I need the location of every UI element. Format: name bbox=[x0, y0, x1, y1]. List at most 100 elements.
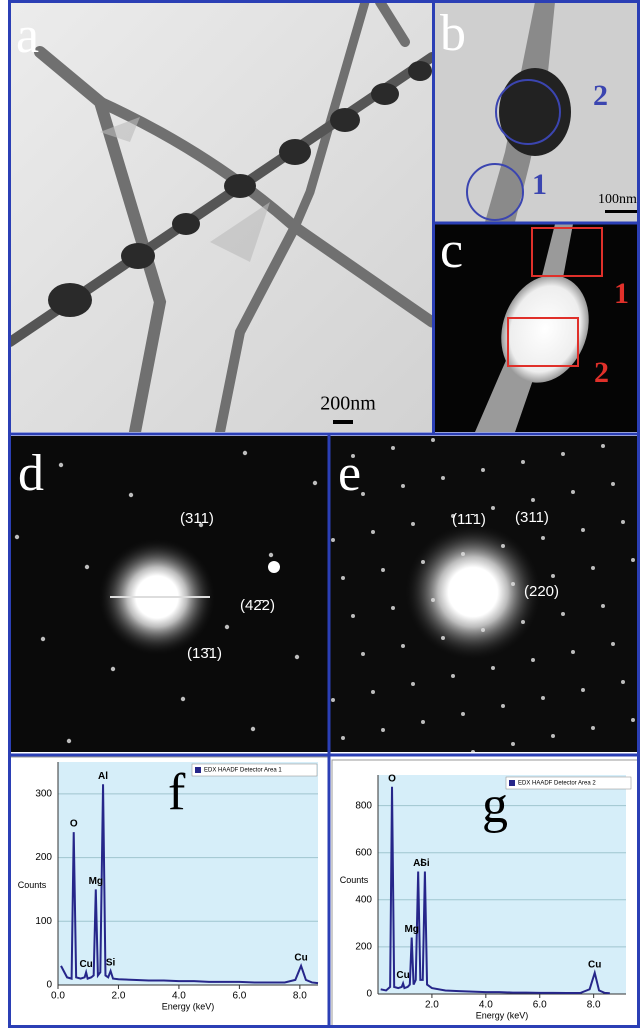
diffraction-spot bbox=[441, 636, 445, 640]
diffraction-spot bbox=[621, 520, 625, 524]
diffraction-spot bbox=[251, 727, 255, 731]
diffraction-spot bbox=[611, 482, 615, 486]
marker: 1 bbox=[614, 277, 629, 310]
x-tick-label: 4.0 bbox=[172, 991, 186, 1002]
diffraction-spot bbox=[225, 625, 229, 629]
legend-label: EDX HAADF Detector Area 2 bbox=[518, 781, 596, 787]
diffraction-spot bbox=[631, 558, 635, 562]
diffraction-spot bbox=[381, 728, 385, 732]
y-tick-label: 200 bbox=[35, 852, 52, 863]
diffraction-spot bbox=[243, 451, 247, 455]
diffraction-spot bbox=[501, 704, 505, 708]
diffraction-spot bbox=[621, 680, 625, 684]
x-tick-label: 8.0 bbox=[587, 1000, 601, 1011]
x-tick-label: 4.0 bbox=[479, 1000, 493, 1011]
index-label: (13̄1) bbox=[187, 645, 222, 662]
x-tick-label: 0.0 bbox=[51, 991, 65, 1002]
marker: 2 bbox=[593, 79, 608, 112]
diffraction-spot bbox=[571, 650, 575, 654]
diffraction-spot bbox=[295, 655, 299, 659]
diffraction-spot bbox=[571, 490, 575, 494]
scale-bar-label: 100nm bbox=[598, 192, 637, 207]
x-axis-label: Energy (keV) bbox=[476, 1010, 529, 1020]
diffraction-spot bbox=[361, 492, 365, 496]
peak-label: Mg bbox=[89, 876, 103, 887]
diffraction-spot bbox=[59, 463, 63, 467]
diffraction-spot bbox=[541, 696, 545, 700]
x-tick-label: 8.0 bbox=[293, 991, 307, 1002]
index-label: (311) bbox=[180, 510, 214, 527]
peak-label: Cu bbox=[588, 959, 601, 970]
legend-swatch bbox=[195, 767, 201, 773]
peak-label: Cu bbox=[294, 953, 307, 964]
diffraction-spot bbox=[491, 666, 495, 670]
scale-bar-label: 200nm bbox=[320, 393, 376, 415]
panel-label: f bbox=[168, 764, 186, 821]
page: a 200nm b 2 1 100nm c 1 2 d (311) (42̄2)… bbox=[0, 0, 640, 1033]
x-tick-label: 6.0 bbox=[533, 1000, 547, 1011]
index-label: (220) bbox=[524, 583, 559, 600]
peak-label: Si bbox=[420, 858, 430, 869]
index-label: (11̄1) bbox=[452, 511, 486, 528]
marker: 1 bbox=[532, 168, 547, 201]
diffraction-spot bbox=[269, 553, 273, 557]
y-tick-label: 800 bbox=[355, 800, 372, 811]
diffraction-spot bbox=[531, 498, 535, 502]
panel-c bbox=[435, 224, 640, 432]
panel-label: g bbox=[482, 777, 508, 834]
diffraction-spot bbox=[41, 637, 45, 641]
diffraction-spot bbox=[481, 628, 485, 632]
diffraction-spot bbox=[181, 697, 185, 701]
diffraction-spot bbox=[601, 444, 605, 448]
diffraction-spot bbox=[371, 690, 375, 694]
x-tick-label: 2.0 bbox=[112, 991, 126, 1002]
diffraction-spot bbox=[461, 552, 465, 556]
diffraction-spot bbox=[401, 644, 405, 648]
index-label: (311) bbox=[515, 509, 549, 526]
diffraction-spot bbox=[129, 493, 133, 497]
diffraction-spot bbox=[431, 598, 435, 602]
legend-swatch bbox=[509, 780, 515, 786]
panel-label: a bbox=[16, 7, 39, 64]
diffraction-spot bbox=[331, 538, 335, 542]
diffraction-spot bbox=[611, 642, 615, 646]
figure: a 200nm b 2 1 100nm c 1 2 d (311) (42̄2)… bbox=[0, 0, 640, 1028]
diffraction-spot bbox=[411, 522, 415, 526]
diffraction-spot bbox=[551, 574, 555, 578]
diffraction-spot bbox=[381, 568, 385, 572]
panel-label: c bbox=[440, 222, 463, 279]
diffraction-spot bbox=[391, 446, 395, 450]
y-tick-label: 400 bbox=[355, 894, 372, 905]
diffraction-spot bbox=[551, 734, 555, 738]
diffraction-spot bbox=[67, 739, 71, 743]
diffraction-spot bbox=[421, 720, 425, 724]
diffraction-spot bbox=[491, 506, 495, 510]
diffraction-spot bbox=[341, 576, 345, 580]
diffraction-spot bbox=[591, 566, 595, 570]
diffraction-spot bbox=[501, 544, 505, 548]
peak-label: Si bbox=[106, 958, 116, 969]
diffraction-spot bbox=[511, 582, 515, 586]
diffraction-spot bbox=[461, 712, 465, 716]
panel-a bbox=[10, 2, 432, 432]
diffraction-spot bbox=[591, 726, 595, 730]
x-axis-label: Energy (keV) bbox=[162, 1001, 215, 1011]
diffraction-spot bbox=[481, 468, 485, 472]
panel-label: b bbox=[440, 5, 466, 62]
diffraction-spot bbox=[561, 452, 565, 456]
diffraction-spot bbox=[531, 658, 535, 662]
diffraction-spot bbox=[15, 535, 19, 539]
diffraction-spot bbox=[371, 530, 375, 534]
diffraction-spot bbox=[391, 606, 395, 610]
diffraction-spot bbox=[581, 528, 585, 532]
diffraction-spot bbox=[85, 565, 89, 569]
y-axis-label: Counts bbox=[340, 875, 369, 885]
diffraction-spot bbox=[421, 560, 425, 564]
diffraction-spot bbox=[601, 604, 605, 608]
index-label: (42̄2) bbox=[240, 597, 275, 614]
diffraction-spot bbox=[411, 682, 415, 686]
y-tick-label: 0 bbox=[46, 980, 52, 991]
diffraction-spot bbox=[331, 698, 335, 702]
x-tick-label: 2.0 bbox=[425, 1000, 439, 1011]
